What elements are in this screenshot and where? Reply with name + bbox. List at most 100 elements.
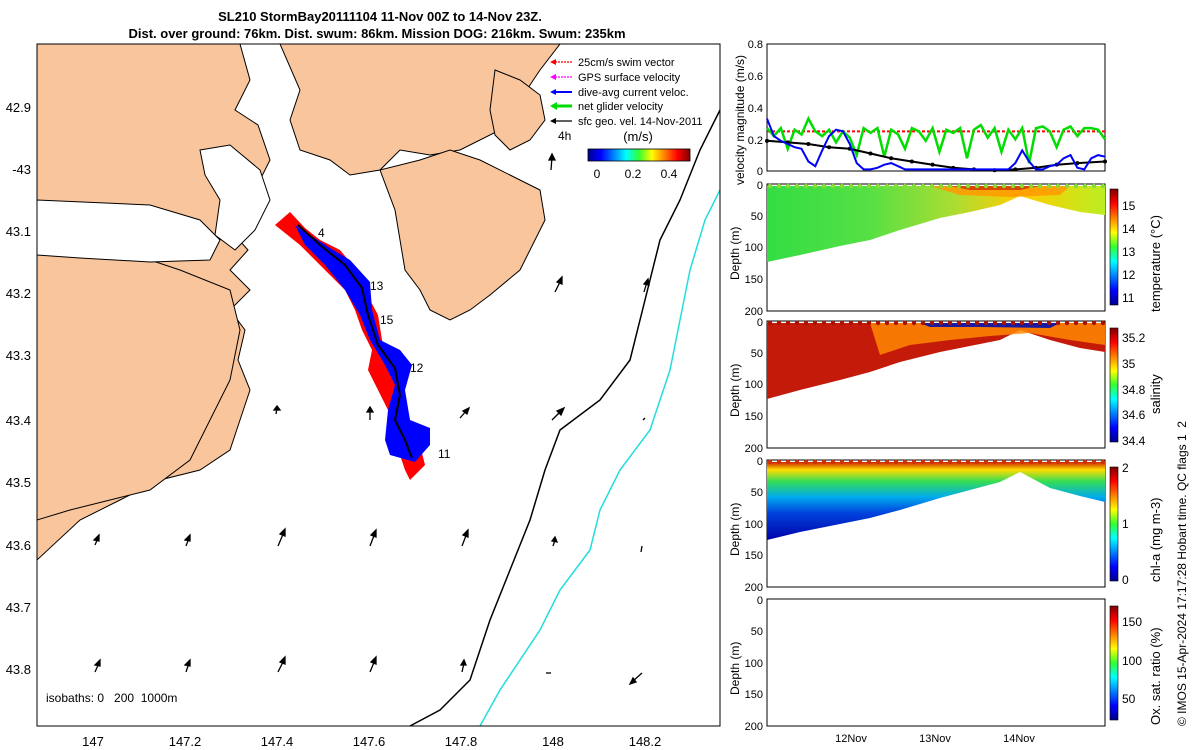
geo-arrow bbox=[459, 658, 467, 673]
velocity-point bbox=[1013, 167, 1018, 172]
sal-y-tick: 100 bbox=[745, 379, 763, 391]
map-x-tick: 147.6 bbox=[353, 734, 386, 749]
surface-sample-dot bbox=[776, 183, 782, 189]
surface-sample-dot bbox=[1010, 320, 1016, 326]
surface-sample-dot bbox=[1001, 183, 1007, 189]
surface-sample-dot bbox=[902, 459, 908, 465]
velocity-series-dive-avg-current-veloc- bbox=[766, 118, 1106, 171]
surface-sample-dot bbox=[929, 183, 935, 189]
geo-arrow bbox=[547, 152, 557, 171]
velocity-y-tick: 0.2 bbox=[748, 135, 763, 147]
temp-y-tick: 0 bbox=[757, 180, 763, 192]
oxy-cbar-tick: 50 bbox=[1122, 692, 1136, 706]
surface-sample-dot bbox=[857, 459, 863, 465]
surface-sample-dot bbox=[938, 459, 944, 465]
legend-item-geo: sfc geo. vel. 14-Nov-2011 bbox=[550, 116, 703, 128]
oxy-y-tick: 100 bbox=[745, 658, 763, 670]
chla-y-tick: 0 bbox=[757, 456, 763, 468]
temp-cbar-tick: 15 bbox=[1122, 199, 1136, 213]
surface-sample-dot bbox=[1028, 183, 1034, 189]
title-line-2: Dist. over ground: 76km. Dist. swum: 86k… bbox=[128, 26, 625, 41]
surface-sample-dot bbox=[812, 183, 818, 189]
waypoint-label-15: 15 bbox=[380, 313, 394, 327]
oxy-cbar-label: Ox. sat. ratio (%) bbox=[1148, 627, 1163, 725]
surface-sample-dot bbox=[1046, 183, 1052, 189]
surface-sample-dot bbox=[938, 183, 944, 189]
surface-sample-dot bbox=[884, 459, 890, 465]
oxy-cbar-tick: 150 bbox=[1122, 615, 1142, 629]
surface-sample-dot bbox=[902, 183, 908, 189]
map-frame bbox=[36, 43, 721, 727]
surface-sample-dot bbox=[1091, 183, 1097, 189]
surface-sample-dot bbox=[875, 320, 881, 326]
surface-sample-dot bbox=[1010, 459, 1016, 465]
surface-sample-dot bbox=[1028, 320, 1034, 326]
surface-sample-dot bbox=[974, 320, 980, 326]
temp-y-tick: 100 bbox=[745, 242, 763, 254]
map-y-tick: 43.6 bbox=[6, 538, 31, 553]
surface-sample-dot bbox=[866, 459, 872, 465]
surface-sample-dot bbox=[1001, 459, 1007, 465]
surface-sample-dot bbox=[992, 320, 998, 326]
temp-cbar-tick: 12 bbox=[1122, 268, 1136, 282]
geo-velocity-arrows bbox=[92, 152, 650, 686]
chla-y-tick: 200 bbox=[745, 582, 763, 594]
surface-sample-dot bbox=[875, 183, 881, 189]
surface-sample-dot bbox=[857, 320, 863, 326]
waypoint-label-13: 13 bbox=[370, 279, 384, 293]
geo-arrow bbox=[183, 658, 191, 673]
surface-sample-dot bbox=[830, 320, 836, 326]
surface-sample-dot bbox=[983, 320, 989, 326]
legend-item-current: dive-avg current veloc. bbox=[550, 87, 689, 99]
sal-ylabel: Depth (m) bbox=[728, 364, 742, 417]
geo-arrow bbox=[459, 406, 471, 419]
legend-label: sfc geo. vel. 14-Nov-2011 bbox=[578, 116, 703, 128]
time-x-tick: 14Nov bbox=[1003, 733, 1035, 745]
surface-sample-dot bbox=[776, 320, 782, 326]
chla-y-tick: 150 bbox=[745, 550, 763, 562]
velocity-panel: 0.8 0.6 0.4 0.2 0 velocity magnitude (m/… bbox=[733, 39, 1107, 185]
surface-sample-dot bbox=[803, 183, 809, 189]
waypoint-label-4: 4 bbox=[318, 226, 325, 240]
title-line-1: SL210 StormBay20111104 11-Nov 00Z to 14-… bbox=[218, 9, 542, 24]
velocity-point bbox=[765, 138, 769, 143]
surface-sample-dot bbox=[920, 459, 926, 465]
waypoint-label-12: 12 bbox=[410, 361, 424, 375]
temp-cbar-tick: 13 bbox=[1122, 245, 1136, 259]
surface-sample-dot bbox=[1019, 183, 1025, 189]
land-north-east bbox=[489, 69, 546, 151]
surface-sample-dot bbox=[929, 459, 935, 465]
velocity-y-tick: 0 bbox=[757, 166, 763, 178]
temp-y-tick: 150 bbox=[745, 274, 763, 286]
section-panels bbox=[766, 183, 1106, 727]
current-cloud bbox=[295, 225, 430, 462]
surface-sample-dot bbox=[956, 183, 962, 189]
legend-label: GPS surface velocity bbox=[578, 72, 681, 84]
surface-sample-dot bbox=[893, 320, 899, 326]
surface-sample-dot bbox=[1055, 459, 1061, 465]
geo-arrow bbox=[92, 533, 100, 546]
glider-track bbox=[275, 212, 430, 480]
surface-sample-dot bbox=[839, 320, 845, 326]
surface-sample-dot bbox=[1082, 183, 1088, 189]
land-north-central bbox=[279, 44, 561, 176]
surface-sample-dot bbox=[794, 459, 800, 465]
surface-sample-dot bbox=[821, 459, 827, 465]
legend-item-swim: 25cm/s swim vector bbox=[550, 57, 675, 69]
map-x-ticks: 147 147.2 147.4 147.6 147.8 148 148.2 bbox=[82, 734, 661, 749]
geo-arrow bbox=[640, 545, 643, 553]
surface-sample-dot bbox=[866, 320, 872, 326]
time-x-tick: 13Nov bbox=[919, 733, 951, 745]
salinity-field bbox=[767, 323, 1105, 399]
map-y-tick: 43.4 bbox=[6, 413, 31, 428]
chla-ylabel: Depth (m) bbox=[728, 503, 742, 556]
surface-sample-dot bbox=[893, 459, 899, 465]
section-axes-text: 0 50 100 150 200 Depth (m) 0 50 100 150 … bbox=[728, 180, 1035, 745]
temp-cbar-tick: 11 bbox=[1122, 291, 1135, 305]
chla-cbar-tick: 0 bbox=[1122, 573, 1129, 587]
time-x-tick: 12Nov bbox=[835, 733, 867, 745]
sal-cbar-tick: 34.4 bbox=[1122, 434, 1146, 448]
oxy-cbar-tick: 100 bbox=[1122, 654, 1142, 668]
map-x-tick: 148 bbox=[542, 734, 564, 749]
velocity-point bbox=[909, 159, 914, 164]
